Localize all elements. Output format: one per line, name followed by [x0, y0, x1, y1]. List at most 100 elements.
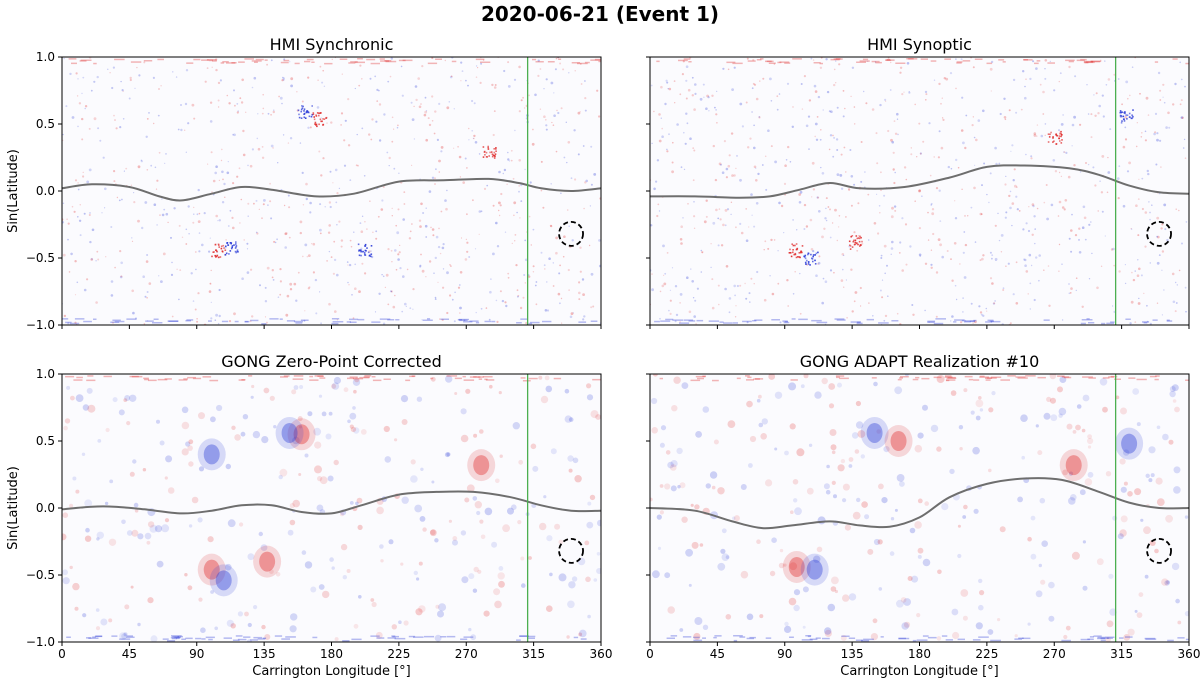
magnetogram-speckle — [829, 236, 832, 239]
magnetogram-speckle — [264, 634, 271, 640]
magnetogram-speckle — [854, 123, 856, 125]
magnetogram-speckle — [674, 320, 677, 323]
magnetogram-speckle — [544, 375, 550, 381]
magnetogram-speckle — [688, 583, 692, 587]
magnetogram-speckle — [261, 436, 269, 444]
magnetogram-speckle — [473, 137, 475, 140]
magnetogram-speckle — [398, 251, 401, 254]
magnetogram-speckle — [440, 146, 444, 149]
magnetogram-speckle — [555, 57, 558, 60]
magnetogram-speckle — [200, 627, 206, 633]
magnetogram-speckle — [274, 241, 277, 244]
magnetogram-speckle — [1013, 168, 1016, 171]
magnetogram-speckle — [874, 61, 877, 63]
magnetogram-speckle — [543, 115, 546, 118]
magnetogram-speckle — [705, 215, 708, 218]
magnetogram-speckle — [272, 279, 275, 281]
magnetogram-speckle — [1177, 620, 1182, 625]
magnetogram-speckle — [257, 147, 261, 151]
active-region-pixel — [855, 235, 858, 237]
south-polar-field — [1014, 638, 1022, 640]
magnetogram-speckle — [353, 231, 355, 233]
magnetogram-speckle — [120, 261, 123, 265]
magnetogram-speckle — [1156, 498, 1165, 506]
magnetogram-speckle — [142, 468, 147, 472]
magnetogram-speckle — [408, 237, 412, 240]
magnetogram-speckle — [659, 317, 661, 320]
south-polar-field — [891, 320, 899, 322]
active-region-pixel — [368, 255, 371, 257]
magnetogram-speckle — [1032, 204, 1035, 208]
magnetogram-speckle — [388, 156, 391, 160]
magnetogram-speckle — [939, 220, 942, 223]
magnetogram-speckle — [1057, 215, 1060, 217]
south-polar-field — [1145, 638, 1157, 640]
magnetogram-speckle — [376, 88, 379, 91]
magnetogram-speckle — [989, 67, 993, 71]
magnetogram-speckle — [696, 287, 700, 290]
active-region-pixel — [235, 246, 237, 248]
active-region-pixel — [234, 250, 237, 253]
magnetogram-speckle — [114, 266, 116, 269]
magnetogram-speckle — [1171, 384, 1179, 392]
active-region-core — [203, 444, 220, 465]
magnetogram-speckle — [701, 250, 704, 254]
magnetogram-speckle — [187, 122, 190, 125]
magnetogram-speckle — [586, 394, 594, 401]
magnetogram-speckle — [1112, 305, 1114, 307]
magnetogram-speckle — [285, 232, 288, 235]
magnetogram-speckle — [891, 140, 894, 144]
magnetogram-speckle — [581, 278, 585, 281]
magnetogram-speckle — [120, 80, 122, 83]
active-region-pixel — [300, 110, 302, 113]
magnetogram-speckle — [1146, 304, 1148, 307]
magnetogram-speckle — [679, 93, 682, 96]
magnetogram-speckle — [961, 96, 964, 99]
magnetogram-speckle — [511, 504, 517, 511]
magnetogram-speckle — [330, 121, 333, 124]
magnetogram-speckle — [209, 282, 212, 285]
magnetogram-speckle — [546, 535, 553, 542]
magnetogram-speckle — [770, 145, 773, 148]
magnetogram-speckle — [156, 560, 164, 568]
magnetogram-speckle — [680, 166, 683, 169]
magnetogram-speckle — [667, 88, 669, 90]
north-polar-field — [283, 375, 290, 377]
magnetogram-speckle — [532, 228, 535, 231]
magnetogram-speckle — [164, 162, 166, 164]
magnetogram-speckle — [817, 196, 820, 199]
magnetogram-speckle — [361, 215, 364, 217]
magnetogram-speckle — [531, 142, 535, 146]
magnetogram-speckle — [896, 599, 904, 608]
magnetogram-speckle — [1012, 78, 1016, 82]
magnetogram-speckle — [784, 621, 789, 627]
magnetogram-speckle — [1144, 130, 1147, 133]
active-region-pixel — [849, 248, 852, 250]
magnetogram-speckle — [585, 179, 588, 183]
active-region-pixel — [1060, 130, 1062, 133]
magnetogram-speckle — [585, 576, 591, 583]
magnetogram-speckle — [1100, 265, 1103, 267]
magnetogram-speckle — [146, 540, 151, 545]
magnetogram-speckle — [978, 305, 981, 308]
magnetogram-speckle — [517, 295, 519, 298]
north-polar-field — [1136, 378, 1147, 381]
magnetogram-speckle — [1101, 94, 1104, 97]
magnetogram-speckle — [446, 311, 449, 315]
magnetogram-speckle — [958, 425, 964, 430]
magnetogram-speckle — [305, 197, 308, 201]
magnetogram-speckle — [579, 246, 582, 249]
active-region-pixel — [219, 256, 222, 258]
magnetogram-speckle — [524, 258, 528, 262]
magnetogram-speckle — [460, 80, 462, 82]
magnetogram-speckle — [1127, 628, 1135, 636]
magnetogram-speckle — [466, 484, 475, 493]
magnetogram-speckle — [340, 112, 344, 115]
south-polar-field — [171, 635, 182, 637]
magnetogram-speckle — [1185, 221, 1188, 223]
magnetogram-speckle — [703, 220, 707, 224]
magnetogram-speckle — [75, 72, 78, 75]
magnetogram-speckle — [216, 404, 223, 412]
active-region-pixel — [315, 115, 318, 117]
magnetogram-speckle — [829, 134, 833, 137]
